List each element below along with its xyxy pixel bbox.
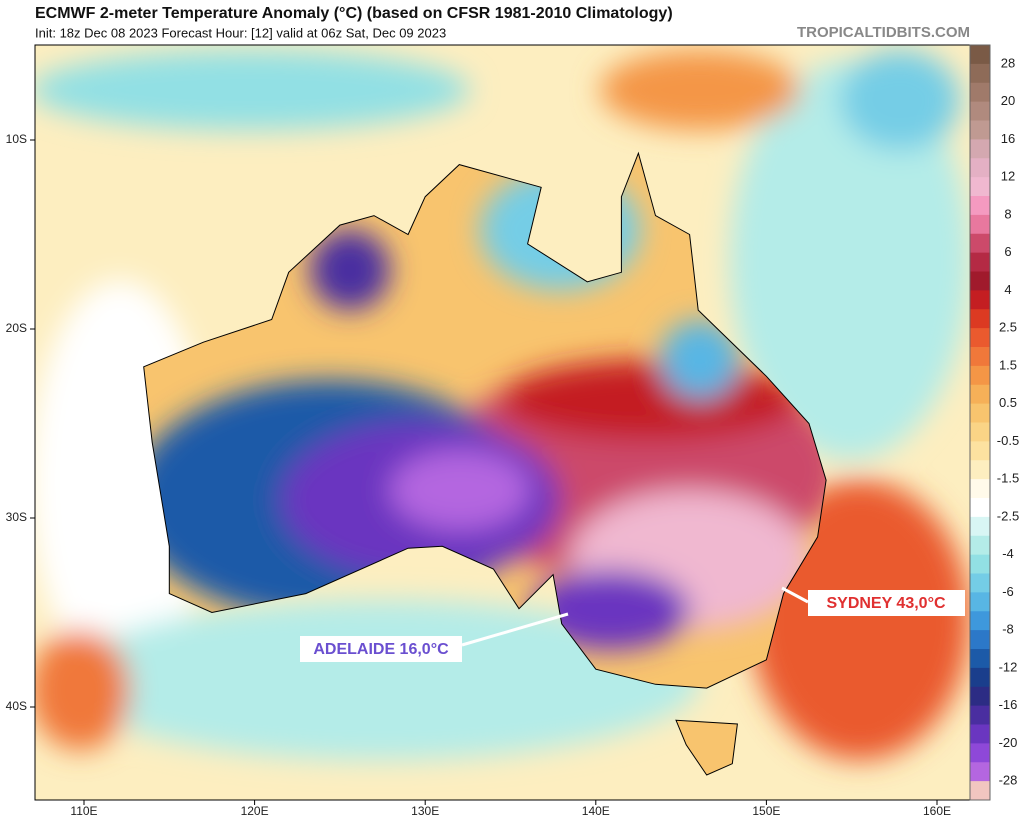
colorbar-swatch bbox=[970, 535, 990, 556]
colorbar-swatch bbox=[970, 667, 990, 688]
annotation: ADELAIDE 16,0°C bbox=[313, 641, 449, 658]
colorbar-swatch bbox=[970, 422, 990, 442]
colorbar-swatch bbox=[970, 365, 990, 386]
colorbar-swatch bbox=[970, 498, 990, 518]
colorbar-swatch bbox=[970, 271, 990, 291]
colorbar-swatch bbox=[970, 196, 990, 216]
colorbar-swatch bbox=[970, 384, 990, 405]
colorbar-swatch bbox=[970, 554, 990, 574]
annotation: SYDNEY 43,0°C bbox=[826, 595, 945, 612]
subtitle: Init: 18z Dec 08 2023 Forecast Hour: [12… bbox=[35, 25, 446, 40]
colorbar-label: -2.5 bbox=[997, 508, 1019, 523]
brand: TROPICALTIDBITS.COM bbox=[797, 24, 970, 41]
colorbar-swatch bbox=[970, 101, 990, 121]
colorbar-swatch bbox=[970, 781, 990, 801]
colorbar-label: -20 bbox=[999, 735, 1018, 750]
colorbar-label: -12 bbox=[999, 659, 1018, 674]
colorbar-swatch bbox=[970, 347, 990, 367]
colorbar-swatch bbox=[970, 139, 990, 159]
colorbar-swatch bbox=[970, 214, 990, 235]
colorbar-label: 6 bbox=[1004, 244, 1011, 259]
colorbar-label: 28 bbox=[1001, 55, 1015, 70]
colorbar-swatch bbox=[970, 479, 990, 499]
title: ECMWF 2-meter Temperature Anomaly (°C) (… bbox=[35, 5, 673, 22]
colorbar-swatch bbox=[970, 63, 990, 84]
colorbar-label: 1.5 bbox=[999, 357, 1017, 372]
colorbar-label: -16 bbox=[999, 697, 1018, 712]
colorbar-label: 20 bbox=[1001, 93, 1015, 108]
label-box bbox=[300, 636, 462, 662]
colorbar-swatch bbox=[970, 573, 990, 593]
lat-label: 30S bbox=[6, 510, 27, 524]
colorbar-label: -8 bbox=[1002, 622, 1014, 637]
colorbar-label: -1.5 bbox=[997, 471, 1019, 486]
colorbar-swatch bbox=[970, 441, 990, 461]
lon-label: 130E bbox=[411, 804, 439, 818]
lon-label: 140E bbox=[582, 804, 610, 818]
colorbar-label: 16 bbox=[1001, 131, 1015, 146]
colorbar-label: 0.5 bbox=[999, 395, 1017, 410]
colorbar-swatch bbox=[970, 460, 990, 480]
colorbar-swatch bbox=[970, 516, 990, 537]
colorbar-swatch bbox=[970, 611, 990, 631]
colorbar-swatch bbox=[970, 309, 990, 329]
lon-label: 160E bbox=[923, 804, 951, 818]
colorbar-swatch bbox=[970, 328, 990, 348]
colorbar-swatch bbox=[970, 233, 990, 254]
colorbar-swatch bbox=[970, 686, 990, 707]
lat-label: 40S bbox=[6, 699, 27, 713]
colorbar-label: 8 bbox=[1004, 206, 1011, 221]
lat-label: 20S bbox=[6, 321, 27, 335]
colorbar-swatch bbox=[970, 82, 990, 103]
colorbar-label: -0.5 bbox=[997, 433, 1019, 448]
map bbox=[35, 45, 970, 800]
colorbar-label: 4 bbox=[1004, 282, 1011, 297]
lon-label: 110E bbox=[70, 804, 97, 818]
colorbar-label: -28 bbox=[999, 773, 1018, 788]
colorbar-swatch bbox=[970, 177, 990, 197]
colorbar-swatch bbox=[970, 705, 990, 725]
colorbar-swatch bbox=[970, 592, 990, 612]
colorbar-swatch bbox=[970, 762, 990, 782]
colorbar-label: -4 bbox=[1002, 546, 1014, 561]
lat-label: 10S bbox=[6, 132, 27, 146]
colorbar-swatch bbox=[970, 290, 990, 310]
colorbar-swatch bbox=[970, 649, 990, 669]
colorbar-swatch bbox=[970, 403, 990, 423]
colorbar-label: 2.5 bbox=[999, 320, 1017, 335]
colorbar-swatch bbox=[970, 724, 990, 744]
lon-label: 150E bbox=[752, 804, 780, 818]
colorbar-swatch bbox=[970, 630, 990, 650]
lon-label: 120E bbox=[241, 804, 269, 818]
colorbar-swatch bbox=[970, 252, 990, 272]
colorbar-label: -6 bbox=[1002, 584, 1014, 599]
label-box bbox=[808, 590, 965, 616]
colorbar-frame bbox=[969, 44, 991, 801]
colorbar-label: 12 bbox=[1001, 169, 1015, 184]
colorbar-swatch bbox=[970, 45, 990, 65]
colorbar-swatch bbox=[970, 158, 990, 178]
colorbar-swatch bbox=[970, 743, 990, 763]
colorbar-swatch bbox=[970, 120, 990, 140]
